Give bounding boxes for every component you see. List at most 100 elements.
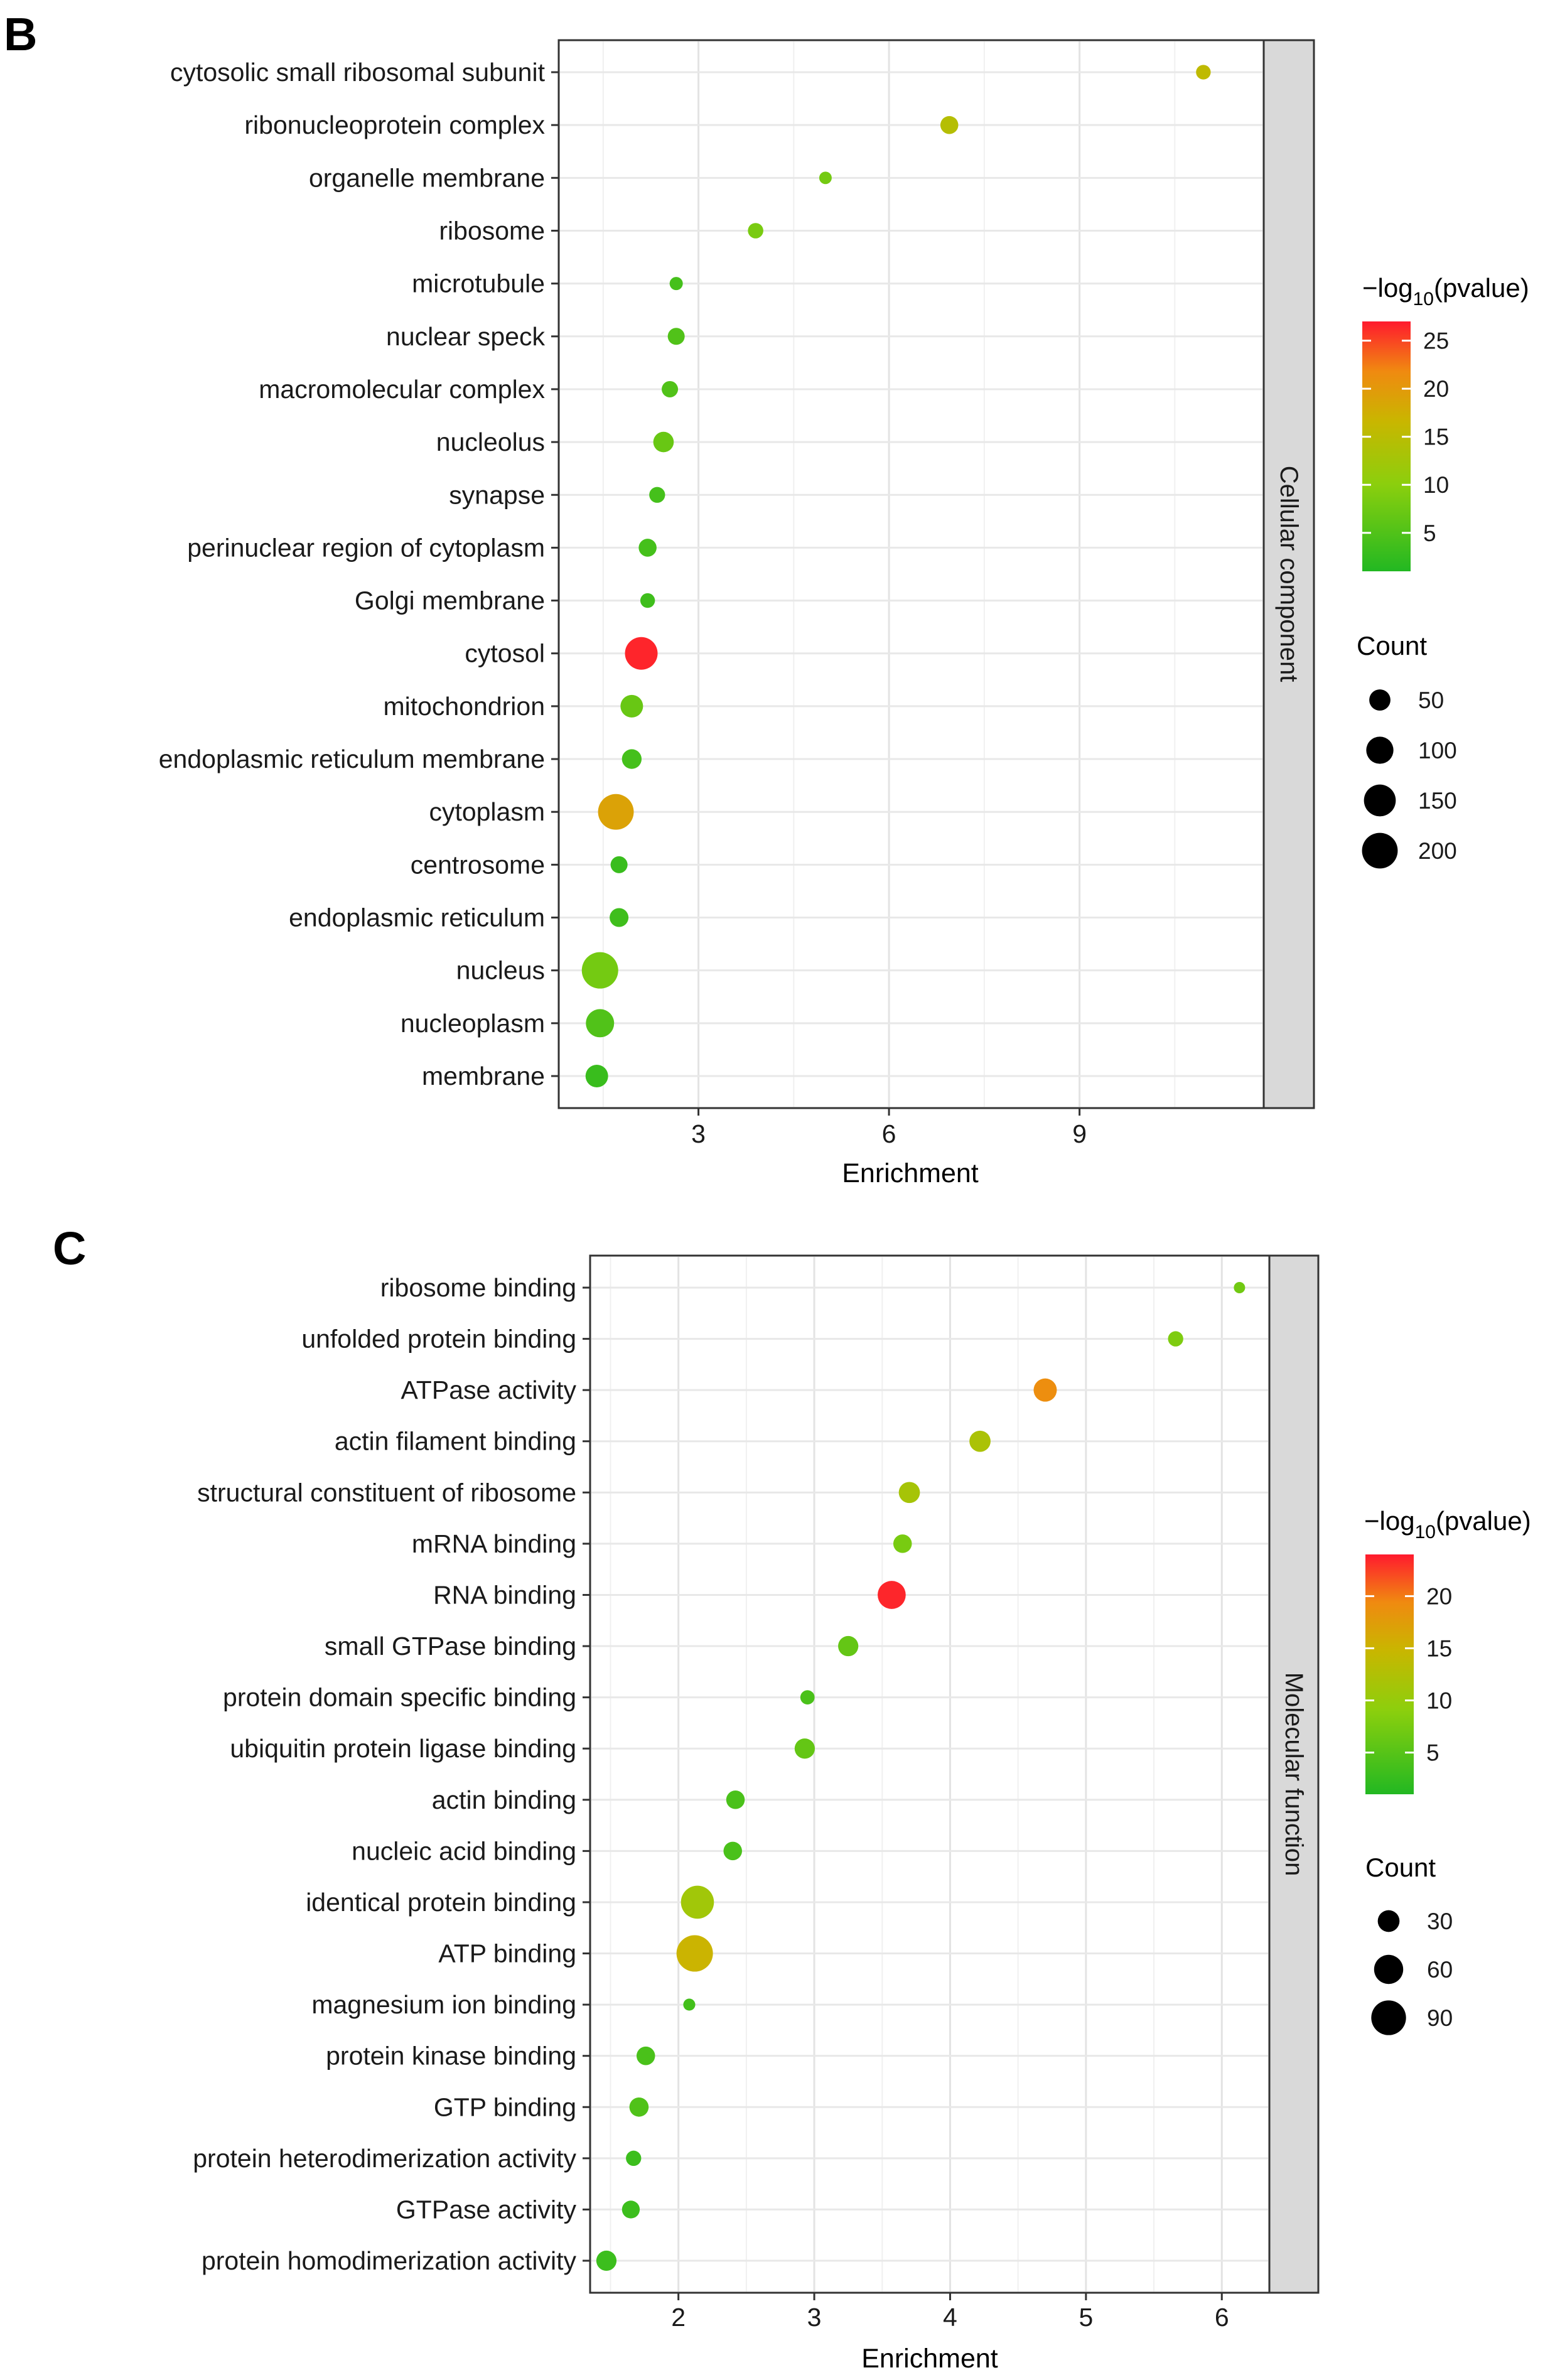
panel-c-label-identical-protein-binding: identical protein binding (306, 1888, 576, 1917)
panel-b-label-microtubule: microtubule (412, 269, 545, 298)
panel-c-colorbar-tick-label: 5 (1426, 1740, 1439, 1766)
panel-b-label-centrosome: centrosome (411, 850, 545, 879)
panel-c-colorbar-tick-label: 20 (1426, 1583, 1452, 1609)
panel-b-point-nucleus (581, 952, 618, 989)
panel-c-label-protein-homodimerization-activity: protein homodimerization activity (202, 2246, 577, 2275)
panel-b-point-cytoplasm (598, 794, 634, 830)
panel-c-point-ubiquitin-protein-ligase-binding (794, 1738, 815, 1759)
panel-b-point-cytosolic-small-ribosomal-subunit (1196, 65, 1211, 80)
panel-c-label-atpase-activity: ATPase activity (401, 1376, 577, 1404)
panel-b-cellular-component: B cytosolic small ribosomal subunit ribon… (4, 8, 1529, 1188)
panel-b-point-centrosome (610, 856, 628, 873)
panel-c-label-mrna-binding: mRNA binding (412, 1529, 576, 1558)
panel-b-point-perinuclear-region-of-cytoplasm (638, 539, 657, 557)
panel-c-point-magnesium-ion-binding (683, 1998, 696, 2011)
panel-c-colorbar-ticks: 5 10 15 20 (1365, 1583, 1452, 1766)
panel-c-label-small-gtpase-binding: small GTPase binding (325, 1632, 576, 1661)
panel-c-x-tick-label: 2 (671, 2303, 686, 2332)
panel-c-color-legend-title-main: −log (1364, 1506, 1415, 1536)
panel-c-label-protein-heterodimerization-activity: protein heterodimerization activity (193, 2144, 576, 2173)
panel-b-points (581, 65, 1211, 1087)
panel-c-point-protein-kinase-binding (636, 2046, 655, 2065)
panel-b-x-ticks: 3 6 9 (691, 1108, 1087, 1148)
panel-b-colorbar (1362, 321, 1411, 571)
panel-b-point-nuclear-speck (667, 328, 685, 345)
panel-c-colorbar-tick-label: 15 (1426, 1635, 1452, 1661)
panel-b-label-perinuclear-region-of-cytoplasm: perinuclear region of cytoplasm (187, 533, 545, 562)
panel-b-colorbar-tick-label: 5 (1423, 520, 1436, 546)
panel-b-colorbar-tick-label: 15 (1423, 424, 1449, 450)
panel-b-size-key-dot (1364, 784, 1396, 817)
panel-b-label-organelle-membrane: organelle membrane (309, 163, 545, 192)
panel-b-point-organelle-membrane (819, 171, 832, 185)
panel-c-label-ribosome-binding: ribosome binding (380, 1273, 576, 1302)
panel-c-label-atp-binding: ATP binding (438, 1939, 576, 1968)
panel-b-label-macromolecular-complex: macromolecular complex (259, 375, 545, 404)
panel-b-label-ribonucleoprotein-complex: ribonucleoprotein complex (244, 110, 545, 139)
panel-b-label-ribosome: ribosome (439, 216, 545, 245)
panel-b-label-mitochondrion: mitochondrion (383, 692, 545, 721)
panel-b-point-nucleoplasm (586, 1009, 615, 1038)
panel-c-molecular-function: C ribosome binding unfolded protein bindi… (53, 1222, 1531, 2374)
panel-b-label-cytosolic-small-ribosomal-subunit: cytosolic small ribosomal subunit (170, 58, 546, 87)
panel-c-label-gtpase-activity: GTPase activity (396, 2195, 577, 2224)
panel-b-color-legend-title-sub: 10 (1413, 289, 1434, 310)
panel-b-label-nuclear-speck: nuclear speck (386, 322, 545, 351)
panel-c-facet-strip (1268, 1254, 1320, 2294)
panel-b-size-key-label: 150 (1418, 788, 1457, 814)
panel-b-facet-label: Cellular component (1275, 466, 1303, 682)
panel-b-colorbar-tick-label: 10 (1423, 472, 1449, 498)
panel-c-label-gtp-binding: GTP binding (434, 2092, 576, 2121)
panel-b-point-mitochondrion (620, 694, 643, 718)
panel-c-point-nucleic-acid-binding (723, 1841, 742, 1861)
panel-b-size-key-dot (1366, 736, 1394, 764)
panel-c-size-key-label: 90 (1427, 2005, 1453, 2031)
panel-c-point-actin-binding (726, 1790, 745, 1809)
panel-b-size-legend: Count 50 100 150 200 (1357, 631, 1457, 869)
panel-b-label-cytosol: cytosol (465, 639, 545, 668)
panel-b-x-tick-label: 6 (882, 1119, 896, 1148)
panel-c-label-actin-binding: actin binding (432, 1785, 576, 1814)
panel-b-color-legend-title-main: −log (1362, 273, 1413, 303)
panel-b-label-cytoplasm: cytoplasm (429, 797, 545, 826)
panel-c-label-structural-constituent-of-ribosome: structural constituent of ribosome (197, 1478, 576, 1507)
panel-b-x-tick-label: 3 (691, 1119, 706, 1148)
panel-c-size-key-dot (1371, 2000, 1406, 2035)
panel-c-point-small-gtpase-binding (838, 1635, 859, 1657)
panel-c-color-legend-title: −log10(pvalue) (1364, 1506, 1531, 1543)
panel-c-point-protein-domain-specific-binding (800, 1690, 815, 1705)
panel-b-color-legend-title: −log10(pvalue) (1362, 273, 1529, 310)
panel-b-label-nucleus: nucleus (456, 956, 545, 985)
panel-b-x-tick-label: 9 (1072, 1119, 1087, 1148)
panel-c-point-unfolded-protein-binding (1168, 1331, 1183, 1347)
panel-c-points (596, 1282, 1246, 2271)
panel-b-size-key-dot (1369, 689, 1391, 711)
panel-c-point-atpase-activity (1033, 1378, 1057, 1402)
panel-b-label-endoplasmic-reticulum-membrane: endoplasmic reticulum membrane (159, 745, 545, 773)
panel-c-label-ubiquitin-protein-ligase-binding: ubiquitin protein ligase binding (230, 1734, 576, 1763)
panel-b-size-legend-title: Count (1357, 631, 1427, 660)
panel-c-x-tick-label: 4 (943, 2303, 957, 2332)
panel-b-facet-strip (1262, 39, 1315, 1109)
panel-b-size-legend-keys: 50 100 150 200 (1362, 687, 1457, 869)
panel-b-x-axis-title: Enrichment (842, 1158, 979, 1188)
panel-b-point-membrane (585, 1065, 608, 1087)
panel-b-point-ribonucleoprotein-complex (940, 116, 959, 134)
panel-c-x-ticks: 2 3 4 5 6 (671, 2293, 1229, 2332)
panel-b-label-nucleolus: nucleolus (436, 428, 545, 456)
panel-b-size-key-label: 50 (1418, 687, 1444, 713)
panel-c-point-protein-homodimerization-activity (596, 2250, 617, 2271)
panel-b-plot-area (557, 39, 1265, 1109)
panel-b-point-golgi-membrane (640, 593, 655, 608)
panel-c-point-structural-constituent-of-ribosome (898, 1482, 920, 1504)
panel-c-size-legend: Count 30 60 90 (1365, 1853, 1453, 2035)
panel-b-point-ribosome (748, 223, 763, 239)
panel-c-x-tick-label: 6 (1215, 2303, 1229, 2332)
panel-c-x-tick-label: 3 (807, 2303, 822, 2332)
panel-c-color-legend-title-tail: (pvalue) (1436, 1506, 1531, 1536)
panel-c-point-atp-binding (676, 1935, 713, 1972)
panel-c-label-magnesium-ion-binding: magnesium ion binding (311, 1990, 576, 2019)
